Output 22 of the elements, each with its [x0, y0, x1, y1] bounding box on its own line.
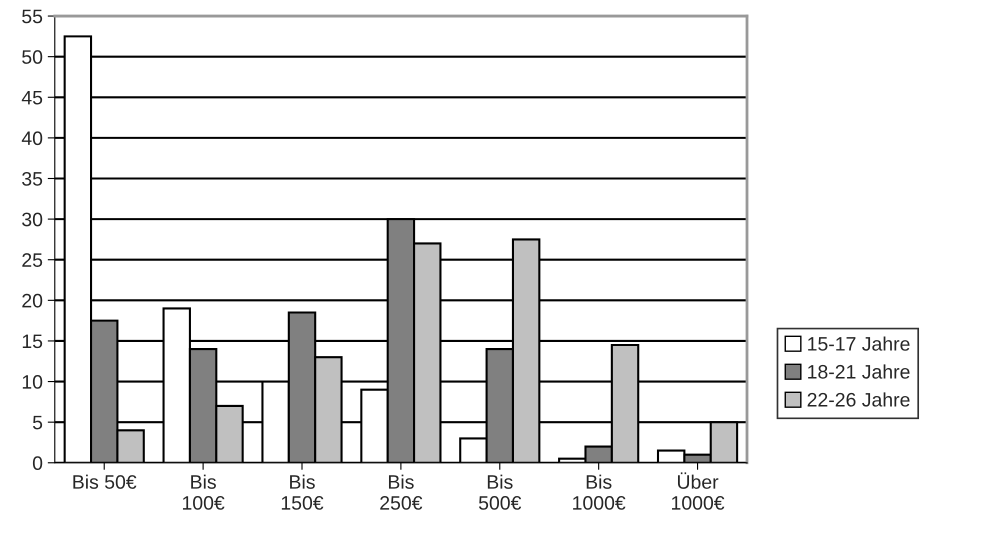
y-tick-label: 0 — [32, 456, 42, 470]
y-tick-label: 15 — [22, 334, 42, 348]
x-tick-label: Bis 100€ — [182, 474, 224, 510]
x-tick-label: Bis 250€ — [380, 474, 422, 510]
y-tick-label: 50 — [22, 50, 42, 64]
legend-label: 15-17 Jahre — [808, 336, 910, 351]
x-tick-label: Bis 500€ — [478, 474, 522, 510]
x-tick-label: Bis 50€ — [73, 474, 136, 489]
y-tick-label: 35 — [22, 172, 42, 186]
y-tick-label: 10 — [22, 375, 42, 389]
legend-label: 22-26 Jahre — [808, 392, 910, 407]
x-tick-label: Über 1000€ — [672, 472, 724, 510]
legend-label: 18-21 Jahre — [808, 364, 910, 379]
y-tick-label: 45 — [22, 90, 42, 105]
x-tick-label: Bis 1000€ — [573, 474, 626, 510]
y-tick-label: 30 — [22, 212, 42, 226]
y-tick-label: 25 — [22, 253, 42, 267]
y-tick-label: 40 — [22, 131, 42, 146]
y-tick-label: 55 — [22, 10, 42, 24]
y-tick-label: 5 — [32, 416, 42, 430]
x-tick-label: Bis 150€ — [282, 474, 324, 510]
y-tick-label: 20 — [22, 294, 42, 308]
